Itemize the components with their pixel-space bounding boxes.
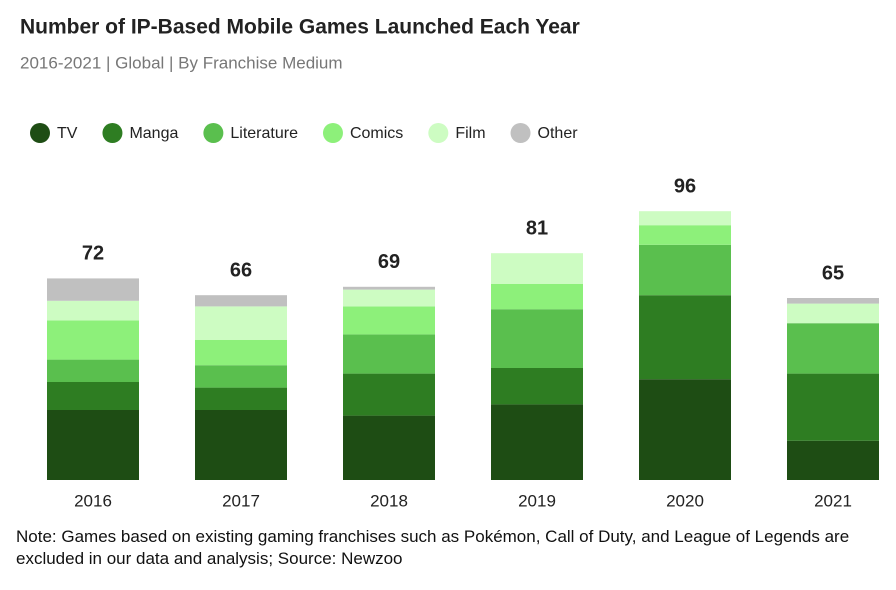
bar-segment [639, 211, 731, 226]
x-tick-label: 2021 [814, 491, 852, 510]
total-label: 96 [674, 175, 696, 197]
x-tick-label: 2019 [518, 491, 556, 510]
bar-segment [491, 284, 583, 310]
bar-segment [787, 373, 879, 441]
bar-segment [343, 334, 435, 374]
bar-segment [491, 309, 583, 368]
bar-segment [47, 320, 139, 360]
legend-swatch [102, 123, 123, 143]
bar-segment [491, 368, 583, 405]
bar-segment [343, 306, 435, 335]
legend-swatch [203, 123, 224, 143]
plot: 72 2016 66 2017 69 2018 81 2019 96 2020 65 2021 [47, 175, 879, 510]
x-tick-label: 2017 [222, 491, 260, 510]
total-label: 66 [230, 259, 252, 281]
legend-label: TV [57, 125, 78, 142]
bar-segment [787, 323, 879, 374]
total-label: 81 [526, 217, 548, 239]
legend-label: Film [455, 125, 485, 142]
bar-segment [343, 289, 435, 307]
legend-swatch [30, 123, 50, 143]
bar-segment [195, 365, 287, 388]
bar-segment [195, 410, 287, 480]
legend: TV Manga Literature Comics Film Other [30, 123, 578, 143]
bar-segment [195, 306, 287, 340]
bar-segment [491, 253, 583, 284]
chart-subtitle: 2016-2021 | Global | By Franchise Medium [20, 53, 343, 72]
bar-segment [47, 300, 139, 321]
legend-swatch [428, 123, 449, 143]
total-label: 65 [822, 262, 844, 284]
bar-segment [787, 440, 879, 480]
bar-segment [639, 244, 731, 296]
bar-segment [491, 404, 583, 480]
total-label: 69 [378, 251, 400, 273]
legend-label: Manga [129, 125, 178, 142]
legend-label: Comics [350, 125, 403, 142]
chart-title: Number of IP-Based Mobile Games Launched… [20, 16, 580, 39]
bar-segment [639, 225, 731, 245]
bar-segment [195, 295, 287, 307]
bar-segment [47, 382, 139, 410]
x-tick-label: 2020 [666, 491, 704, 510]
bar-segment [787, 298, 879, 304]
legend-swatch [510, 123, 531, 143]
legend-label: Other [538, 125, 579, 142]
bar-segment [639, 295, 731, 380]
bar-segment [343, 415, 435, 480]
bar-segment [343, 373, 435, 416]
x-tick-label: 2016 [74, 491, 112, 510]
bar-segment [343, 286, 435, 290]
total-label: 72 [82, 243, 104, 265]
bar-segment [47, 359, 139, 382]
bar-segment [47, 410, 139, 480]
note: Note: Games based on existing gaming fra… [16, 527, 850, 568]
bar-segment [639, 379, 731, 480]
legend-label: Literature [230, 125, 298, 142]
bar-segment [195, 387, 287, 410]
x-tick-label: 2018 [370, 491, 408, 510]
bar-segment [787, 303, 879, 324]
bar-segment [195, 340, 287, 366]
note-box: Note: Games based on existing gaming fra… [16, 527, 850, 568]
legend-swatch [322, 123, 343, 143]
bar-segment [47, 278, 139, 301]
